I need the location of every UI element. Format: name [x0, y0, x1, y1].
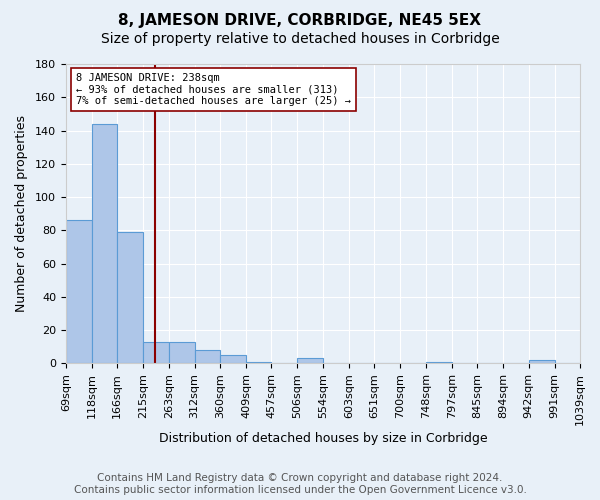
Text: Contains HM Land Registry data © Crown copyright and database right 2024.
Contai: Contains HM Land Registry data © Crown c…: [74, 474, 526, 495]
Bar: [66, 220, 92, 364]
Bar: [92, 124, 117, 364]
Bar: [246, 362, 271, 364]
Bar: [529, 360, 554, 364]
Bar: [298, 358, 323, 364]
Bar: [426, 362, 452, 364]
Bar: [117, 232, 143, 364]
X-axis label: Distribution of detached houses by size in Corbridge: Distribution of detached houses by size …: [158, 432, 487, 445]
Bar: [143, 342, 169, 363]
Text: Size of property relative to detached houses in Corbridge: Size of property relative to detached ho…: [101, 32, 499, 46]
Bar: [169, 342, 194, 363]
Bar: [220, 355, 246, 364]
Bar: [194, 350, 220, 364]
Text: 8 JAMESON DRIVE: 238sqm
← 93% of detached houses are smaller (313)
7% of semi-de: 8 JAMESON DRIVE: 238sqm ← 93% of detache…: [76, 73, 351, 106]
Text: 8, JAMESON DRIVE, CORBRIDGE, NE45 5EX: 8, JAMESON DRIVE, CORBRIDGE, NE45 5EX: [119, 12, 482, 28]
Y-axis label: Number of detached properties: Number of detached properties: [15, 115, 28, 312]
